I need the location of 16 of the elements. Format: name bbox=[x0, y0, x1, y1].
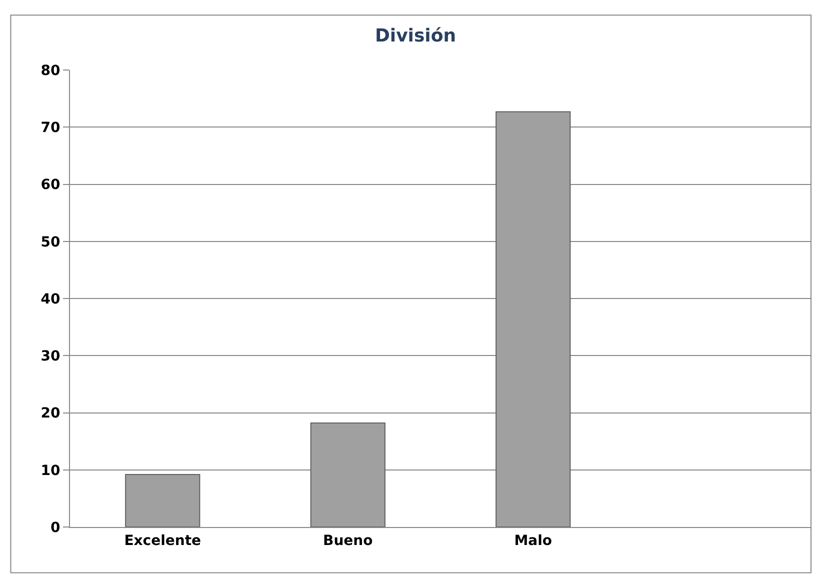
y-tick-label: 70 bbox=[40, 120, 60, 136]
x-tick-label: Malo bbox=[514, 532, 552, 549]
y-tick-label: 60 bbox=[40, 177, 60, 194]
bar bbox=[496, 111, 571, 527]
chart-title: División bbox=[374, 25, 456, 46]
y-tick-label: 80 bbox=[40, 62, 60, 79]
y-tick-label: 50 bbox=[40, 234, 60, 250]
y-tick-label: 0 bbox=[50, 520, 60, 536]
y-tick-label: 20 bbox=[40, 406, 60, 422]
y-tick-label: 30 bbox=[40, 348, 60, 365]
bar bbox=[310, 422, 386, 527]
x-tick-label: Bueno bbox=[323, 532, 374, 549]
y-tick-label: 10 bbox=[40, 462, 60, 479]
x-tick-label: Excelente bbox=[124, 532, 202, 549]
bar bbox=[125, 474, 200, 527]
y-tick-label: 40 bbox=[40, 291, 60, 308]
